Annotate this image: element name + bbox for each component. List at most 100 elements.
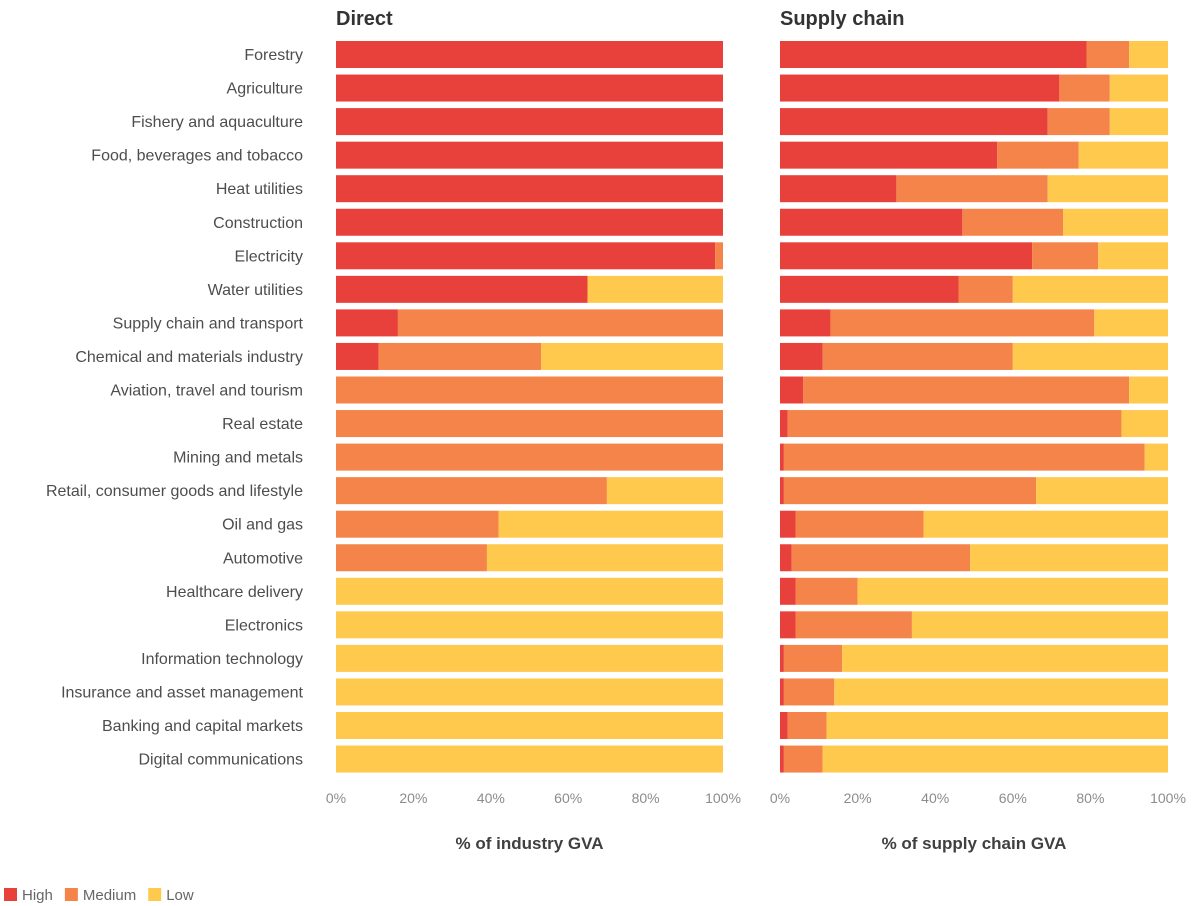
bar-segment-medium — [336, 477, 607, 505]
bar-segment-low — [486, 544, 723, 572]
category-label: Heat utilities — [216, 181, 303, 198]
x-axis-title: % of supply chain GVA — [882, 834, 1067, 853]
bar-segment-high — [336, 342, 379, 370]
bar-segment-high — [780, 544, 792, 572]
bar-segment-medium — [787, 712, 827, 739]
bar-segment-low — [857, 577, 1168, 605]
category-label: Mining and metals — [173, 450, 303, 467]
bar-segment-high — [336, 175, 723, 203]
bar-segment-high — [780, 208, 963, 236]
bar-segment-high — [780, 141, 998, 169]
category-label: Supply chain and transport — [113, 315, 304, 332]
bar-segment-high — [336, 141, 723, 169]
bar-segment-high — [780, 74, 1060, 102]
x-tick-label: 40% — [921, 790, 949, 806]
bar-segment-low — [1047, 175, 1168, 203]
bar-segment-low — [970, 544, 1168, 572]
bar-segment-high — [336, 108, 723, 136]
legend-label-low: Low — [166, 887, 194, 904]
bar-segment-high — [780, 41, 1087, 68]
bar-segment-medium — [783, 745, 823, 773]
bar-segment-high — [336, 242, 716, 270]
bar-segment-high — [780, 644, 784, 672]
category-label: Oil and gas — [222, 517, 303, 534]
category-label: Healthcare delivery — [166, 584, 303, 601]
category-label: Real estate — [222, 416, 303, 433]
bar-segment-high — [780, 175, 897, 203]
bar-segment-low — [1109, 74, 1168, 102]
x-tick-label: 20% — [844, 790, 872, 806]
bar-segment-low — [336, 745, 723, 773]
bar-segment-low — [1129, 41, 1168, 68]
bar-segment-low — [1078, 141, 1168, 169]
bar-segment-medium — [378, 342, 542, 370]
bar-segment-low — [822, 745, 1168, 773]
bar-segment-low — [911, 611, 1168, 639]
x-tick-label: 80% — [632, 790, 660, 806]
category-label: Banking and capital markets — [102, 718, 303, 735]
bar-segment-medium — [822, 342, 1013, 370]
bar-segment-low — [1109, 108, 1168, 136]
bar-segment-medium — [1059, 74, 1110, 102]
x-tick-label: 20% — [399, 790, 427, 806]
bar-segment-high — [336, 208, 723, 236]
x-tick-label: 60% — [999, 790, 1027, 806]
bar-segment-low — [1012, 342, 1168, 370]
bar-segment-medium — [795, 510, 924, 538]
bar-segment-low — [587, 275, 723, 303]
bar-segment-high — [780, 577, 796, 605]
bar-segment-high — [780, 376, 804, 404]
x-tick-label: 0% — [326, 790, 346, 806]
bar-segment-medium — [1047, 108, 1110, 136]
x-tick-label: 100% — [705, 790, 741, 806]
category-label: Retail, consumer goods and lifestyle — [46, 483, 303, 500]
legend-swatch-medium — [64, 888, 78, 901]
bar-segment-medium — [795, 611, 912, 639]
category-label: Digital communications — [138, 752, 303, 769]
bar-segment-low — [1129, 376, 1168, 404]
x-axis-title: % of industry GVA — [456, 834, 604, 853]
category-label: Electricity — [235, 248, 303, 265]
bar-segment-medium — [1086, 41, 1130, 68]
legend-swatch-high — [4, 888, 17, 901]
category-label: Water utilities — [208, 282, 303, 299]
bar-segment-medium — [787, 410, 1122, 438]
bar-segment-high — [780, 108, 1048, 136]
bar-segment-high — [336, 309, 398, 337]
bar-segment-high — [336, 41, 723, 68]
legend-swatch-low — [148, 888, 162, 901]
bar-segment-medium — [783, 644, 843, 672]
bar-segment-low — [336, 611, 723, 639]
bar-segment-low — [1094, 309, 1168, 337]
bar-segment-high — [780, 443, 784, 471]
bar-segment-high — [336, 74, 723, 102]
x-tick-label: 80% — [1076, 790, 1104, 806]
x-tick-label: 60% — [554, 790, 582, 806]
bar-segment-low — [826, 712, 1168, 739]
category-label: Construction — [213, 215, 303, 232]
bar-segment-medium — [336, 510, 499, 538]
bar-segment-low — [498, 510, 723, 538]
bar-segment-medium — [336, 443, 723, 471]
bar-segment-low — [336, 577, 723, 605]
legend-label-high: High — [22, 887, 53, 904]
bar-segment-low — [606, 477, 723, 505]
legend-label-medium: Medium — [83, 887, 136, 904]
bar-segment-high — [780, 611, 796, 639]
bar-segment-low — [1036, 477, 1168, 505]
bar-segment-medium — [783, 477, 1037, 505]
bar-segment-high — [336, 275, 588, 303]
bar-segment-low — [336, 678, 723, 706]
bar-segment-medium — [896, 175, 1048, 203]
category-label: Information technology — [141, 651, 303, 668]
bar-segment-low — [336, 712, 723, 739]
category-label: Agriculture — [227, 81, 304, 98]
category-label: Automotive — [223, 550, 303, 567]
bar-segment-medium — [783, 678, 835, 706]
bar-segment-medium — [397, 309, 723, 337]
bar-segment-low — [1121, 410, 1168, 438]
category-label: Aviation, travel and tourism — [110, 383, 303, 400]
bar-segment-high — [780, 477, 784, 505]
